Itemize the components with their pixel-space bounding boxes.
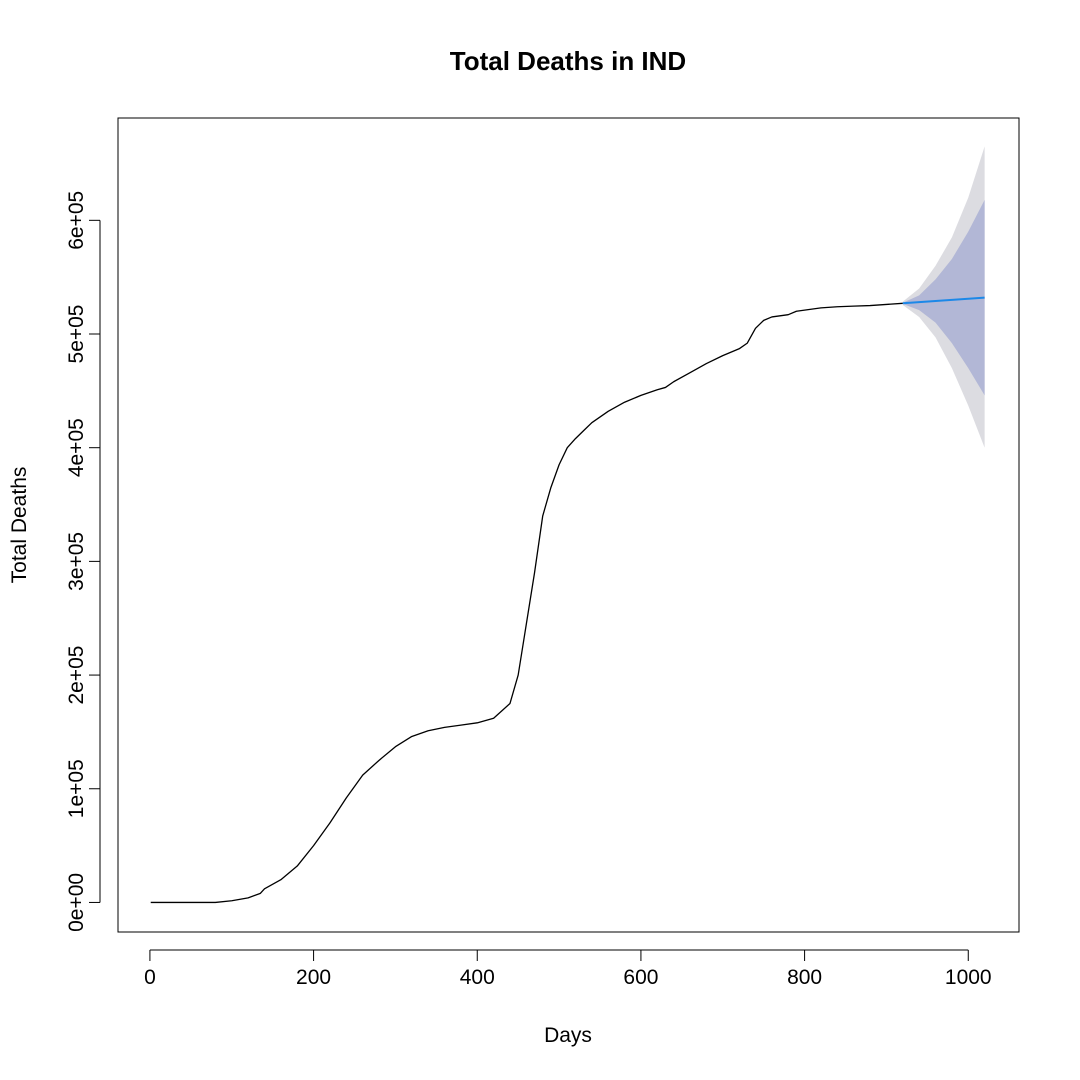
- plot-frame: [117, 117, 1020, 933]
- y-tick-label: 6e+05: [65, 191, 88, 250]
- y-axis: 0e+00 1e+05 2e+05 3e+05 4e+05 5e+05 6e+05: [65, 191, 101, 932]
- y-tick-label: 3e+05: [65, 532, 88, 591]
- y-axis-label: Total Deaths: [8, 467, 31, 584]
- y-tick-label: 1e+05: [65, 759, 88, 818]
- series-line-observed: [150, 302, 903, 904]
- forecast-band-inner: [902, 199, 985, 396]
- y-tick-label: 0e+00: [65, 873, 88, 932]
- x-tick-label: 1000: [945, 966, 992, 989]
- y-tick-label: 2e+05: [65, 646, 88, 705]
- forecast-bands: [902, 146, 985, 448]
- x-tick-label: 600: [623, 966, 658, 989]
- x-tick-label: 800: [787, 966, 822, 989]
- x-tick-label: 200: [296, 966, 331, 989]
- x-axis-label: Days: [544, 1024, 592, 1047]
- chart-title: Total Deaths in IND: [450, 46, 686, 76]
- y-tick-label: 4e+05: [65, 418, 88, 477]
- series-lines: [150, 296, 985, 904]
- x-tick-label: 0: [144, 966, 156, 989]
- x-axis: 0 200 400 600 800 1000: [144, 949, 992, 989]
- x-tick-label: 400: [460, 966, 495, 989]
- series-line-forecast: [902, 296, 985, 305]
- y-tick-label: 5e+05: [65, 305, 88, 364]
